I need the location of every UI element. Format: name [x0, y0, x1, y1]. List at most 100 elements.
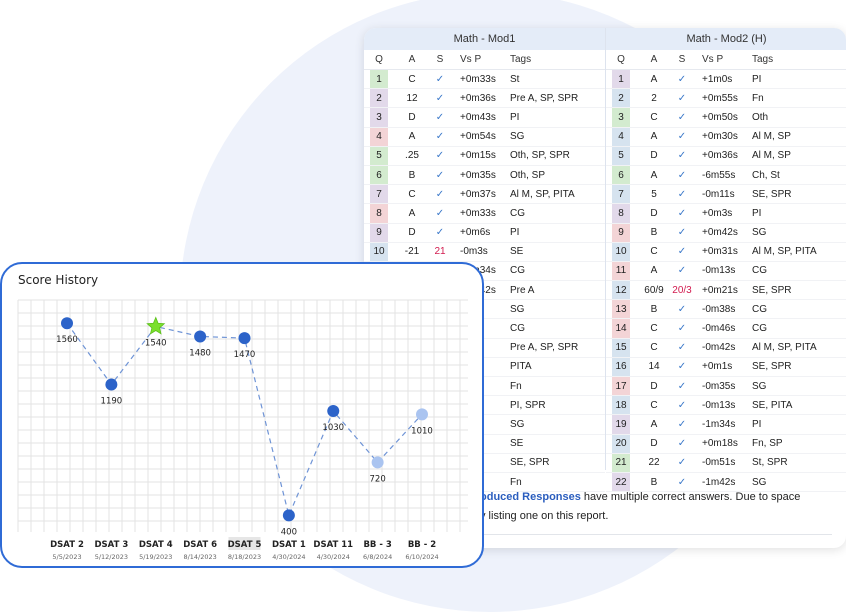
- answer-cell: 5: [651, 188, 657, 200]
- table-row: 12 60/9 20/3 +0m21s SE, SPR: [606, 281, 846, 301]
- mod1-column-headers: Q A S Vs P Tags: [364, 50, 605, 70]
- vs-p-cell: +0m33s: [460, 207, 496, 219]
- question-number: 7: [612, 185, 630, 204]
- vs-p-cell: -0m38s: [702, 303, 736, 315]
- check-icon: ✓: [677, 438, 687, 450]
- check-icon: ✓: [677, 227, 687, 239]
- tags-cell: Pre A, SP, SPR: [510, 92, 579, 104]
- tags-cell: Al M, SP, PITA: [510, 188, 575, 200]
- check-icon: ✓: [677, 303, 687, 315]
- data-point: [61, 317, 73, 330]
- tags-cell: PI: [752, 73, 762, 85]
- check-icon: ✓: [435, 92, 445, 104]
- question-number: 17: [612, 377, 630, 396]
- vs-p-cell: +0m1s: [702, 361, 733, 373]
- data-point: [238, 332, 251, 345]
- tags-cell: SG: [510, 303, 525, 315]
- question-number-cell: 3: [612, 108, 630, 127]
- answer-cell: C: [650, 342, 658, 354]
- answer-cell: B: [650, 303, 658, 315]
- question-number-cell: 8: [612, 204, 630, 223]
- x-tick-date: 6/8/2024: [363, 553, 392, 561]
- table-row: 6 A ✓ -6m55s Ch, St: [606, 165, 846, 186]
- answer-cell: 12: [406, 92, 418, 104]
- question-number: 16: [612, 357, 630, 376]
- check-icon: ✓: [677, 342, 687, 354]
- check-icon: ✓: [435, 111, 445, 123]
- footnote-line-1: oduced Responses have multiple correct a…: [480, 491, 800, 503]
- header-vs-p: Vs P: [702, 54, 724, 65]
- table-row: 2 2 ✓ +0m55s Fn: [606, 89, 846, 109]
- vs-p-cell: +0m36s: [460, 92, 496, 104]
- question-number: 4: [612, 127, 630, 146]
- question-number: 8: [370, 204, 388, 223]
- vs-p-cell: -0m11s: [702, 188, 735, 200]
- check-icon: ✓: [435, 227, 445, 239]
- x-tick-label: DSAT 5: [228, 540, 262, 550]
- question-number-cell: 21: [612, 453, 630, 472]
- tags-cell: St, SPR: [752, 457, 788, 469]
- question-number: 3: [612, 108, 630, 127]
- answer-cell: D: [650, 207, 658, 219]
- tags-cell: SE, SPR: [752, 188, 792, 200]
- x-tick-label: DSAT 3: [94, 540, 128, 550]
- question-number-cell: 1: [612, 70, 630, 89]
- question-number-cell: 6: [370, 165, 388, 185]
- data-label: 1030: [322, 423, 344, 433]
- question-number-cell: 2: [370, 89, 388, 108]
- tags-cell: SG: [510, 418, 525, 430]
- x-tick-date: 4/30/2024: [317, 553, 350, 561]
- check-icon: ✓: [677, 131, 687, 143]
- x-tick-date: 5/19/2023: [139, 553, 172, 561]
- header-s: S: [436, 54, 444, 65]
- table-row: 10 -21 21 -0m3s SE: [364, 242, 605, 262]
- answer-cell: A: [650, 265, 658, 277]
- check-icon: ✓: [677, 92, 687, 104]
- vs-p-cell: +1m0s: [702, 73, 733, 85]
- check-icon: ✓: [435, 73, 445, 85]
- answer-cell: A: [650, 169, 658, 181]
- question-number-cell: 10: [370, 242, 388, 261]
- table-row: 4 A ✓ +0m54s SG: [364, 127, 605, 147]
- question-number: 22: [612, 472, 630, 492]
- table-row: 11 A ✓ -0m13s CG: [606, 261, 846, 282]
- question-number-cell: 12: [612, 281, 630, 300]
- tags-cell: Pre A, SP, SPR: [510, 342, 579, 354]
- check-icon: ✓: [677, 150, 687, 162]
- x-tick-label: DSAT 4: [139, 540, 173, 550]
- check-icon: ✓: [677, 207, 687, 219]
- tags-cell: SG: [752, 380, 767, 392]
- tags-cell: Fn: [752, 92, 764, 104]
- vs-p-cell: +0m6s: [460, 227, 491, 239]
- question-number: 2: [370, 89, 388, 108]
- tags-cell: SE, SPR: [510, 457, 550, 469]
- tags-cell: Fn: [510, 476, 522, 488]
- question-number-cell: 6: [612, 165, 630, 185]
- x-tick-date: 8/18/2023: [228, 553, 261, 561]
- vs-p-cell: +0m50s: [702, 111, 738, 123]
- table-row: 3 D ✓ +0m43s PI: [364, 108, 605, 128]
- table-row: 17 D ✓ -0m35s SG: [606, 377, 846, 397]
- vs-p-cell: +0m30s: [702, 131, 738, 143]
- tags-cell: CG: [752, 265, 767, 277]
- check-icon: ✓: [677, 457, 687, 469]
- question-number-cell: 5: [612, 146, 630, 165]
- question-number: 1: [612, 70, 630, 89]
- answer-cell: A: [650, 73, 658, 85]
- mod2-rows: 1 A ✓ +1m0s PI 2 2 ✓ +0m55s Fn 3 C ✓ +0m50s Oth 4 A ✓ +0m3…: [606, 70, 846, 493]
- answer-cell: 2: [651, 92, 657, 104]
- check-icon: ✓: [435, 207, 445, 219]
- question-number-cell: 22: [612, 472, 630, 492]
- produced-responses-link[interactable]: oduced Responses: [480, 491, 581, 503]
- answer-cell: 22: [648, 457, 660, 469]
- vs-p-cell: -0m51s: [702, 457, 736, 469]
- question-number: 11: [612, 261, 630, 281]
- question-number: 10: [370, 242, 388, 261]
- header-tags: Tags: [752, 54, 774, 65]
- data-label: 720: [370, 474, 386, 484]
- vs-p-cell: +0m42s: [702, 227, 738, 239]
- tags-cell: SE: [510, 438, 524, 450]
- question-number: 18: [612, 396, 630, 415]
- data-label: 1480: [189, 348, 211, 358]
- footnote: oduced Responses have multiple correct a…: [364, 476, 846, 546]
